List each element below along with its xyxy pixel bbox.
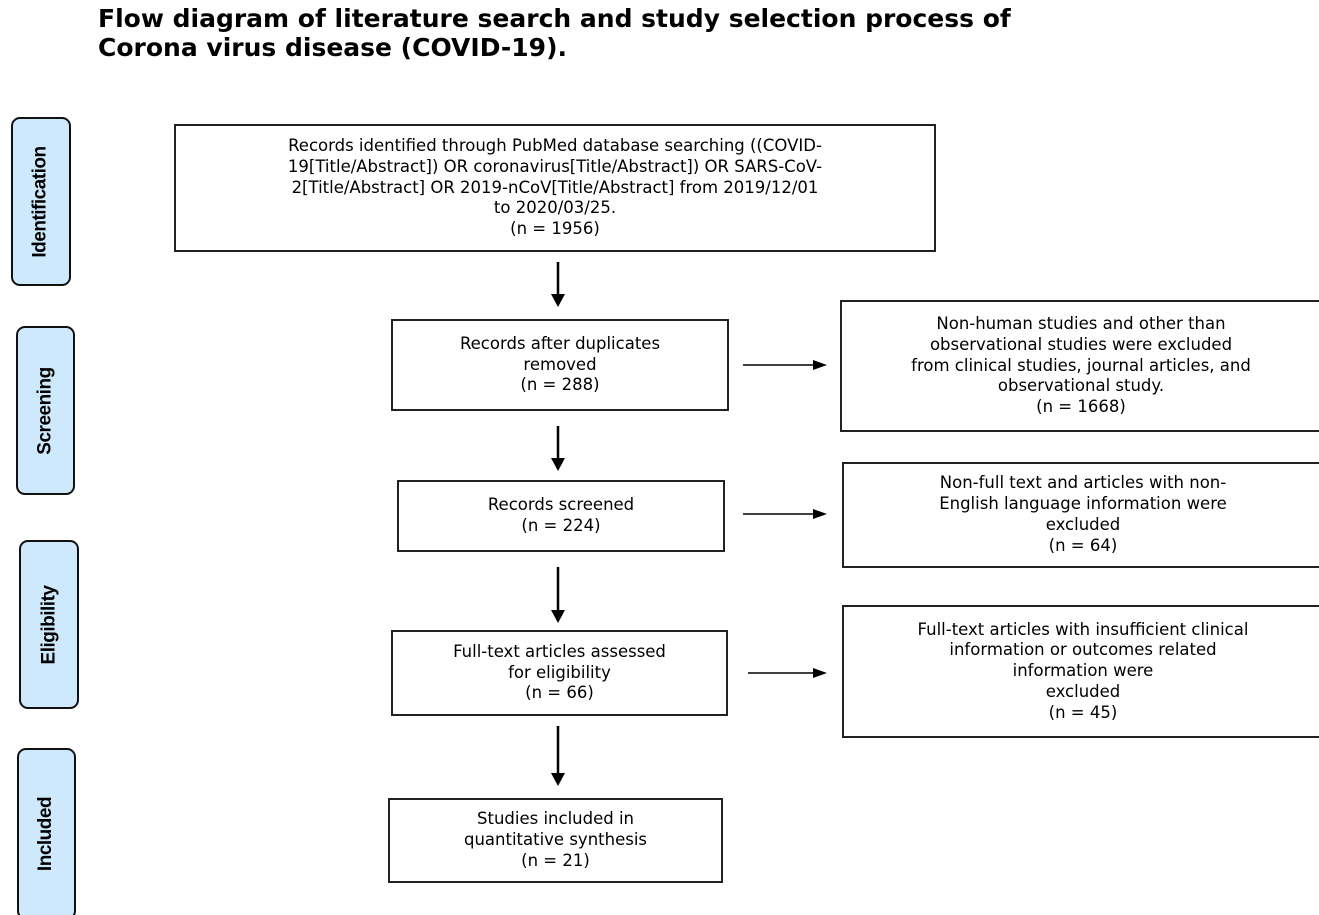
box-records-identified-count: (n = 1956) <box>510 219 600 239</box>
box-studies-included: Studies included in quantitative synthes… <box>388 798 723 883</box>
box-excluded-nonhuman-line-2: observational studies were excluded <box>929 334 1233 354</box>
title-line-2: Corona virus disease (COVID-19). <box>98 33 567 62</box>
box-excluded-nonhuman-count: (n = 1668) <box>1036 397 1126 417</box>
box-excluded-nonfulltext-count: (n = 64) <box>1048 535 1118 555</box>
box-duplicates-removed-line-2: removed <box>523 354 597 374</box>
box-records-screened-count: (n = 224) <box>521 516 601 535</box>
arrow-identified-to-duplicates <box>551 262 565 307</box>
box-excluded-insufficient: Full-text articles with insufficient cli… <box>842 605 1319 738</box>
title-line-1: Flow diagram of literature search and st… <box>98 4 1011 33</box>
box-excluded-insufficient-line-2: information or outcomes related <box>949 640 1217 660</box>
box-duplicates-removed-count: (n = 288) <box>520 375 600 395</box>
stage-screening: Screening <box>16 326 75 495</box>
box-studies-included-line-1: Studies included in <box>477 809 634 829</box>
arrow-duplicates-to-screened <box>551 426 565 471</box>
box-excluded-nonfulltext-line-1: Non-full text and articles with non- <box>939 473 1227 493</box>
stage-eligibility: Eligibility <box>19 540 79 709</box>
box-records-identified-line-1: Records identified through PubMed databa… <box>288 136 822 155</box>
box-duplicates-removed-line-1: Records after duplicates <box>459 333 661 353</box>
box-studies-included-line-2: quantitative synthesis <box>463 830 648 850</box>
box-records-screened-line-1: Records screened <box>487 495 635 515</box>
box-excluded-insufficient-line-4: excluded <box>1045 681 1121 701</box>
box-records-identified: Records identified through PubMed databa… <box>174 124 936 252</box>
box-excluded-nonhuman: Non-human studies and other than observa… <box>840 300 1319 432</box>
box-records-identified-line-2: 19[Title/Abstract]) OR coronavirus[Title… <box>287 156 823 176</box>
box-fulltext-assessed-line-1: Full-text articles assessed <box>453 641 666 661</box>
box-fulltext-assessed-count: (n = 66) <box>525 683 594 703</box>
diagram-title: Flow diagram of literature search and st… <box>98 4 1298 62</box>
box-excluded-nonfulltext-line-3: excluded <box>1045 515 1121 534</box>
box-records-screened: Records screened (n = 224) <box>397 480 725 552</box>
box-fulltext-assessed: Full-text articles assessed for eligibil… <box>391 630 728 716</box>
arrow-duplicates-to-excluded-nonhuman <box>743 360 827 370</box>
box-excluded-nonfulltext-line-2: English language information were <box>939 494 1227 514</box>
stage-included: Included <box>17 748 76 915</box>
box-fulltext-assessed-line-2: for eligibility <box>508 662 611 682</box>
box-records-identified-line-4: to 2020/03/25. <box>493 198 617 218</box>
box-records-identified-line-3: 2[Title/Abstract] OR 2019-nCoV[Title/Abs… <box>291 177 819 197</box>
arrow-fulltext-to-included <box>551 726 565 786</box>
box-excluded-nonhuman-line-4: observational study. <box>997 376 1165 396</box>
arrow-fulltext-to-excluded-insufficient <box>748 668 827 678</box>
box-studies-included-count: (n = 21) <box>521 850 590 870</box>
stage-identification: Identification <box>11 117 71 286</box>
arrow-screened-to-fulltext <box>551 567 565 623</box>
arrow-screened-to-excluded-nonfulltext <box>743 509 827 519</box>
box-excluded-insufficient-line-3: information were <box>1012 661 1154 681</box>
box-excluded-nonhuman-line-1: Non-human studies and other than <box>936 314 1226 333</box>
box-duplicates-removed: Records after duplicates removed (n = 28… <box>391 319 729 411</box>
box-excluded-insufficient-count: (n = 45) <box>1048 702 1118 722</box>
box-excluded-nonhuman-line-3: from clinical studies, journal articles,… <box>911 355 1251 375</box>
box-excluded-insufficient-line-1: Full-text articles with insufficient cli… <box>917 619 1249 639</box>
box-excluded-nonfulltext: Non-full text and articles with non- Eng… <box>842 462 1319 568</box>
